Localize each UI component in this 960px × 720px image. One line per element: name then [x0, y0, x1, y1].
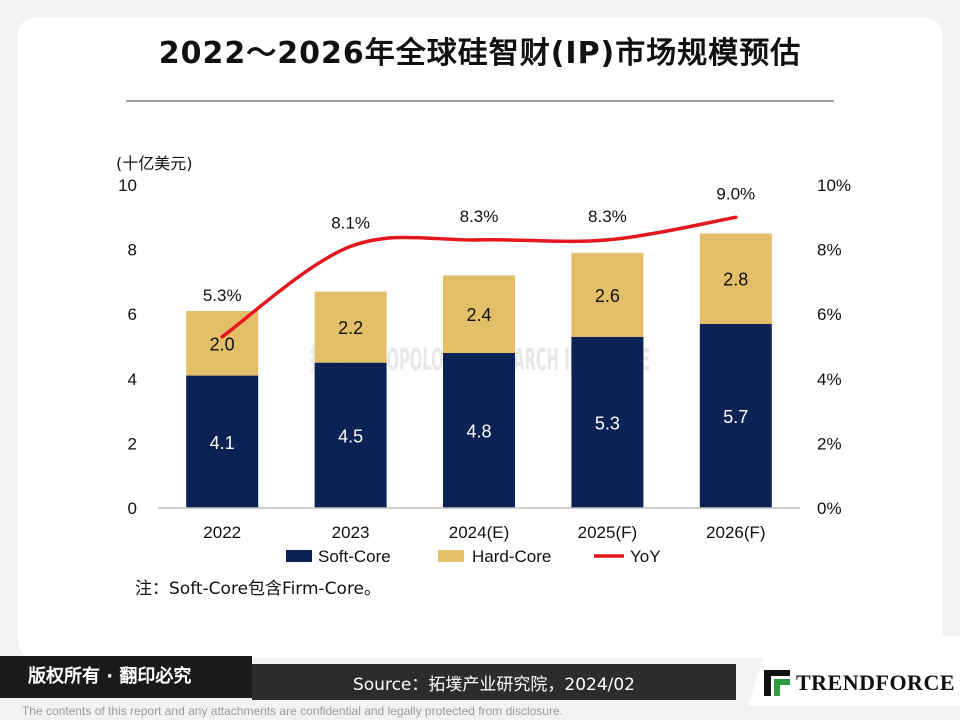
- bar-label-soft-core: 5.3: [595, 413, 620, 433]
- bar-label-hard-core: 2.2: [338, 318, 363, 338]
- yoy-data-label: 8.3%: [460, 207, 499, 226]
- bar-soft-core: [314, 362, 387, 508]
- y-tick-label: 8: [128, 241, 137, 260]
- x-axis: 2022 2023 2024(E) 2025(F) 2026(F): [158, 507, 800, 542]
- x-tick-label: 2023: [332, 523, 370, 542]
- yoy-line-group: 5.3% 8.1% 8.3% 8.3% 9.0%: [203, 184, 755, 339]
- bar-hard-core: [314, 291, 387, 363]
- y2-tick-label: 10%: [817, 176, 851, 195]
- y-tick-label: 4: [128, 370, 137, 389]
- bar-label-hard-core: 2.4: [466, 305, 491, 325]
- y2-tick-label: 8%: [817, 241, 842, 260]
- yoy-data-label: 5.3%: [203, 286, 242, 305]
- bar-soft-core: [186, 375, 259, 508]
- chart-title: 2022～2026年全球硅智财(IP)市场规模预估: [158, 36, 802, 71]
- bar-hard-core: [571, 252, 644, 337]
- disclaimer: The contents of this report and any atta…: [22, 704, 563, 718]
- bar-label-hard-core: 2.6: [595, 286, 620, 306]
- legend-label-hard-core: Hard-Core: [472, 547, 551, 566]
- trendforce-logo: TRENDFORCE: [760, 664, 955, 700]
- y-tick-label: 2: [128, 434, 137, 453]
- bar-hard-core: [186, 310, 259, 376]
- bar-soft-core: [571, 336, 644, 508]
- legend: Soft-Core Hard-Core YoY: [286, 547, 661, 566]
- bars-group: 4.1 2.0 4.5 2.2 4.8 2.4 5.3 2.6 5.7 2.8: [186, 233, 772, 508]
- bar-label-hard-core: 2.8: [723, 270, 748, 290]
- x-tick-label: 2025(F): [578, 523, 638, 542]
- bar-label-hard-core: 2.0: [210, 334, 235, 354]
- y-tick-label: 6: [128, 305, 137, 324]
- legend-swatch-hard-core: [438, 550, 464, 562]
- bar-label-soft-core: 4.1: [210, 433, 235, 453]
- bar-label-soft-core: 4.8: [466, 421, 491, 441]
- copyright-label: 版权所有 · 翻印必究: [0, 656, 252, 698]
- y-axis-right: 0% 2% 4% 6% 8% 10%: [817, 176, 851, 518]
- title-divider: [126, 100, 834, 102]
- y2-tick-label: 4%: [817, 370, 842, 389]
- x-tick-label: 2022: [203, 523, 241, 542]
- decorative-divider: [748, 636, 960, 706]
- legend-label-soft-core: Soft-Core: [318, 547, 391, 566]
- bar-label-soft-core: 5.7: [723, 407, 748, 427]
- bar-hard-core: [699, 233, 772, 324]
- x-tick-label: 2024(E): [449, 523, 509, 542]
- y-tick-label: 10: [118, 176, 137, 195]
- bar-label-soft-core: 4.5: [338, 426, 363, 446]
- y2-tick-label: 6%: [817, 305, 842, 324]
- yoy-data-label: 8.3%: [588, 207, 627, 226]
- brand-name: TRENDFORCE: [796, 670, 956, 695]
- y-axis-unit-label: (十亿美元): [116, 154, 193, 173]
- footnote: 注：Soft-Core包含Firm-Core。: [135, 579, 382, 599]
- trendforce-mark-icon: [764, 670, 790, 696]
- bar-hard-core: [443, 275, 515, 353]
- y2-tick-label: 2%: [817, 434, 842, 453]
- y-axis-left: 0 2 4 6 8 10: [118, 176, 137, 518]
- x-tick-label: 2026(F): [706, 523, 766, 542]
- bar-soft-core: [699, 323, 772, 508]
- yoy-data-label: 9.0%: [716, 184, 755, 203]
- source-text: Source：拓墣产业研究院，2024/02: [252, 664, 736, 700]
- bar-soft-core: [443, 352, 515, 508]
- y2-tick-label: 0%: [817, 499, 842, 518]
- legend-label-yoy: YoY: [630, 547, 661, 566]
- y-tick-label: 0: [128, 499, 137, 518]
- legend-swatch-soft-core: [286, 550, 312, 562]
- yoy-data-label: 8.1%: [331, 213, 370, 232]
